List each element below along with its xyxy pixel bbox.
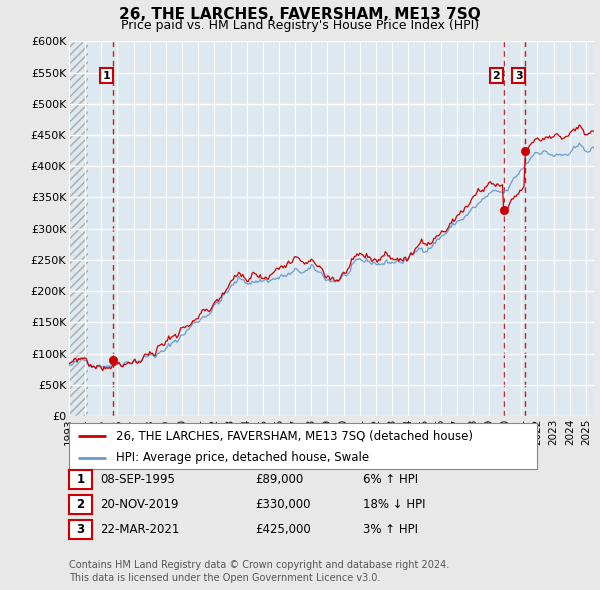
Text: 3% ↑ HPI: 3% ↑ HPI [363, 523, 418, 536]
Text: 26, THE LARCHES, FAVERSHAM, ME13 7SQ: 26, THE LARCHES, FAVERSHAM, ME13 7SQ [119, 7, 481, 22]
Bar [69, 41, 88, 416]
Text: 3: 3 [515, 71, 523, 81]
Text: 18% ↓ HPI: 18% ↓ HPI [363, 498, 425, 511]
Text: Price paid vs. HM Land Registry's House Price Index (HPI): Price paid vs. HM Land Registry's House … [121, 19, 479, 32]
Text: 26, THE LARCHES, FAVERSHAM, ME13 7SQ (detached house): 26, THE LARCHES, FAVERSHAM, ME13 7SQ (de… [116, 430, 473, 442]
Text: 22-MAR-2021: 22-MAR-2021 [100, 523, 179, 536]
Text: 2: 2 [493, 71, 500, 81]
Text: 20-NOV-2019: 20-NOV-2019 [100, 498, 179, 511]
Text: HPI: Average price, detached house, Swale: HPI: Average price, detached house, Swal… [116, 451, 369, 464]
Text: £425,000: £425,000 [255, 523, 311, 536]
Text: 2: 2 [76, 498, 85, 511]
Text: £330,000: £330,000 [255, 498, 311, 511]
Text: 08-SEP-1995: 08-SEP-1995 [100, 473, 175, 486]
Text: 1: 1 [102, 71, 110, 81]
Text: 3: 3 [76, 523, 85, 536]
Text: 1: 1 [76, 473, 85, 486]
Text: 6% ↑ HPI: 6% ↑ HPI [363, 473, 418, 486]
Text: £89,000: £89,000 [255, 473, 303, 486]
Text: Contains HM Land Registry data © Crown copyright and database right 2024.
This d: Contains HM Land Registry data © Crown c… [69, 560, 449, 583]
